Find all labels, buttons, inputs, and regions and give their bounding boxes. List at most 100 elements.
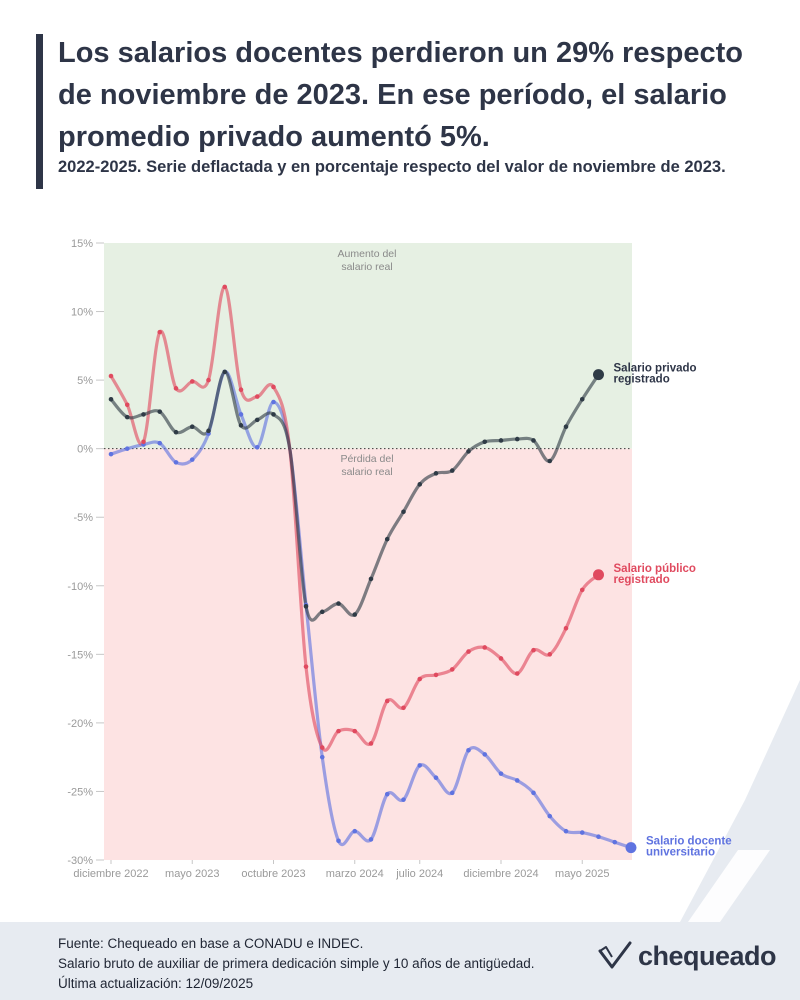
y-tick-label: -20% — [67, 718, 93, 730]
data-point-publico — [206, 377, 211, 383]
data-point-privado — [222, 369, 228, 375]
x-axis: diciembre 2022 mayo 2023 octubre 2023 marzo… — [73, 860, 609, 880]
data-point-privado — [271, 412, 276, 417]
check-logo-icon — [598, 941, 632, 969]
data-point-publico — [157, 329, 163, 335]
data-point-docente — [433, 775, 439, 781]
legend-label-docente: Salario docente — [646, 836, 732, 848]
data-point-privado — [319, 609, 325, 615]
y-tick-label: 5% — [77, 375, 93, 387]
data-point-docente — [579, 830, 585, 835]
y-axis: 15% 10% 5% 0% -5% -10% -15% -20% -25% -30% — [67, 238, 104, 867]
data-point-privado — [433, 471, 439, 476]
y-tick-label: -25% — [67, 786, 93, 798]
legend-label-line2-publico: registrado — [614, 574, 670, 586]
footer: Fuente: Chequeado en base a CONADU e IND… — [0, 922, 800, 1000]
data-point-docente — [482, 752, 488, 757]
data-point-privado — [498, 438, 504, 443]
line-chart: 15% 10% 5% 0% -5% -10% -15% -20% -25% -30% diciem… — [67, 238, 732, 880]
y-tick-label: -10% — [67, 581, 93, 593]
data-point-publico — [271, 384, 276, 390]
data-point-publico — [319, 745, 325, 750]
logo-text: chequeado — [638, 940, 777, 971]
data-point-docente — [417, 763, 423, 768]
y-tick-label: -30% — [67, 855, 93, 867]
data-point-privado — [254, 417, 260, 423]
source-note: Fuente: Chequeado en base a CONADU e IND… — [58, 936, 364, 951]
data-point-docente — [612, 839, 618, 845]
data-point-publico — [401, 705, 406, 711]
series-endpoint-publico — [593, 569, 604, 581]
data-point-privado — [579, 397, 585, 402]
chequeado-logo[interactable]: chequeado — [598, 936, 777, 976]
data-point-docente — [254, 444, 260, 450]
legend-label-privado: Salario privado — [614, 363, 697, 375]
y-tick-label: 15% — [71, 238, 93, 250]
data-point-privado — [466, 449, 471, 454]
data-point-docente — [319, 754, 325, 760]
data-point-docente — [124, 446, 130, 451]
data-point-privado — [173, 429, 179, 435]
data-point-privado — [417, 482, 423, 487]
footer-notes: Fuente: Chequeado en base a CONADU e IND… — [58, 934, 535, 994]
data-point-docente — [108, 451, 114, 457]
series-endpoint-privado — [593, 369, 604, 381]
data-point-publico — [108, 373, 114, 379]
data-point-docente — [189, 457, 195, 462]
data-point-publico — [433, 672, 439, 678]
legend-label-line2-privado: registrado — [614, 374, 670, 386]
x-tick-label: octubre 2023 — [241, 868, 305, 880]
data-point-privado — [189, 424, 195, 430]
x-tick-label: mayo 2023 — [165, 868, 219, 880]
data-point-docente — [238, 412, 244, 417]
data-point-privado — [124, 414, 130, 420]
data-point-publico — [514, 671, 520, 676]
loss-area — [104, 448, 632, 860]
data-point-privado — [482, 439, 488, 445]
x-tick-label: diciembre 2022 — [73, 868, 148, 880]
series-layer — [108, 284, 637, 854]
data-point-privado — [563, 424, 569, 430]
page-title: Los salarios docentes perdieron un 29% r… — [58, 37, 743, 153]
data-point-publico — [368, 741, 374, 746]
legend-label-publico: Salario público — [614, 563, 696, 575]
data-point-docente — [157, 440, 163, 446]
x-tick-label: diciembre 2024 — [463, 868, 538, 880]
data-point-publico — [466, 649, 471, 654]
data-point-privado — [368, 576, 374, 582]
data-point-docente — [352, 828, 358, 834]
annotation-loss: Pérdida del — [340, 453, 393, 465]
data-point-docente — [514, 778, 520, 783]
data-point-privado — [141, 412, 146, 417]
data-point-publico — [189, 379, 195, 384]
page-subtitle: 2022-2025. Serie deflactada y en porcent… — [58, 158, 726, 176]
y-tick-label: 10% — [71, 307, 93, 319]
data-point-publico — [547, 652, 553, 657]
data-point-publico — [222, 284, 228, 290]
data-point-docente — [336, 838, 341, 844]
data-point-publico — [303, 664, 309, 669]
title-accent-bar — [36, 34, 43, 189]
data-point-publico — [498, 656, 504, 661]
data-point-publico — [141, 439, 146, 445]
y-tick-label: -15% — [67, 649, 93, 661]
data-point-publico — [238, 387, 244, 393]
data-point-publico — [124, 402, 130, 408]
x-tick-label: julio 2024 — [395, 868, 443, 880]
data-point-publico — [417, 676, 423, 682]
data-point-privado — [514, 436, 520, 442]
y-tick-label: 0% — [77, 444, 93, 456]
data-point-publico — [531, 647, 536, 653]
annotation-loss-line2: salario real — [341, 466, 392, 478]
data-point-publico — [173, 386, 179, 391]
data-point-publico — [482, 645, 488, 650]
x-tick-label: mayo 2025 — [555, 868, 609, 880]
data-point-publico — [254, 394, 260, 399]
method-note: Salario bruto de auxiliar de primera ded… — [58, 956, 535, 971]
data-point-docente — [401, 797, 406, 802]
updated-note: Última actualización: 12/09/2025 — [58, 976, 254, 991]
data-point-privado — [384, 536, 390, 542]
data-point-privado — [206, 428, 211, 434]
gain-area — [104, 243, 632, 449]
